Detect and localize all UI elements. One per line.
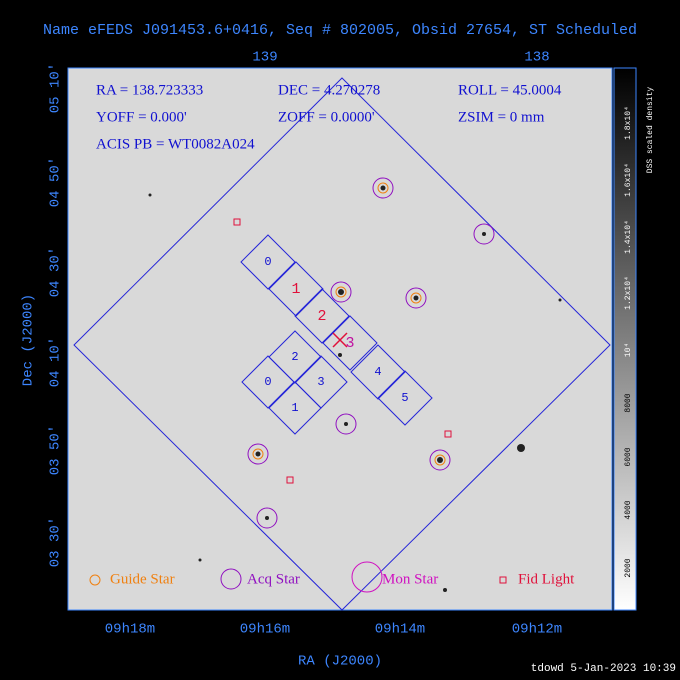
colorbar-tick-label: 1.8x10⁴	[624, 106, 633, 140]
x-tick-label: 09h14m	[375, 622, 425, 638]
acq-star	[247, 443, 269, 465]
legend-marker	[220, 568, 242, 590]
legend-label: Acq Star	[247, 571, 300, 587]
legend-label: Mon Star	[382, 571, 438, 587]
chip-label: 1	[291, 401, 298, 415]
chip-label: 0	[264, 375, 271, 389]
legend-label: Guide Star	[110, 571, 175, 587]
acq-star	[256, 507, 278, 529]
chip-label: 2	[317, 308, 326, 325]
field-of-view	[73, 77, 611, 611]
chip-label: 5	[401, 391, 408, 405]
pointing-info: ROLL = 45.0004	[458, 82, 562, 98]
legend-label: Fid Light	[518, 571, 575, 587]
acis-s-chip	[322, 315, 378, 371]
colorbar-tick-label: 8000	[624, 393, 633, 412]
acq-star	[330, 281, 352, 303]
guide-star	[377, 182, 389, 194]
acis-s-chip	[377, 370, 433, 426]
footer: tdowd 5-Jan-2023 10:39	[531, 663, 676, 675]
chip-label: 1	[291, 281, 300, 298]
acq-star	[405, 287, 427, 309]
fid-light	[444, 430, 452, 438]
guide-star	[252, 448, 264, 460]
y-tick-label: 04 30'	[48, 247, 64, 297]
acis-s-chip	[350, 344, 406, 400]
acis-s-chip	[268, 261, 324, 317]
title: Name eFEDS J091453.6+0416, Seq # 802005,…	[43, 22, 637, 39]
acis-s-chip	[294, 288, 350, 344]
colorbar-tick-label: 1.2x10⁴	[624, 276, 633, 310]
acis-i-chip	[268, 381, 322, 435]
chip-label: 2	[291, 350, 298, 364]
acq-star	[372, 177, 394, 199]
target-marker	[332, 332, 348, 348]
y-tick-label: 03 30'	[48, 517, 64, 567]
acis-i-chip	[241, 355, 295, 409]
acis-i-chip	[268, 330, 322, 384]
y-tick-label: 04 10'	[48, 337, 64, 387]
chip-label: 3	[317, 375, 324, 389]
colorbar-tick-label: 6000	[624, 447, 633, 466]
colorbar-tick-label: 10⁴	[624, 343, 633, 357]
colorbar-tick-label: 1.6x10⁴	[624, 163, 633, 197]
top-tick-label: 139	[252, 50, 277, 66]
y-axis-label: Dec (J2000)	[21, 294, 37, 386]
pointing-info: ZSIM = 0 mm	[458, 109, 545, 125]
pointing-info: DEC = 4.270278	[278, 82, 380, 98]
x-axis-label: RA (J2000)	[298, 654, 382, 670]
pointing-info: ZOFF = 0.0000'	[278, 109, 375, 125]
pointing-info: RA = 138.723333	[96, 82, 203, 98]
y-tick-label: 03 50'	[48, 425, 64, 475]
x-tick-label: 09h16m	[240, 622, 290, 638]
x-tick-label: 09h18m	[105, 622, 155, 638]
colorbar-tick-label: 2000	[624, 558, 633, 577]
chip-label: 4	[374, 365, 381, 379]
guide-star	[434, 454, 446, 466]
colorbar-tick-label: 4000	[624, 500, 633, 519]
fid-light	[233, 218, 241, 226]
acq-star	[335, 413, 357, 435]
acq-star	[473, 223, 495, 245]
top-tick-label: 138	[524, 50, 549, 66]
colorbar-label: DSS scaled density	[646, 87, 655, 174]
fid-light	[286, 476, 294, 484]
guide-star	[410, 292, 422, 304]
acis-s-chip	[240, 234, 296, 290]
legend-marker	[89, 574, 101, 586]
acq-star	[429, 449, 451, 471]
x-tick-label: 09h12m	[512, 622, 562, 638]
colorbar	[613, 67, 637, 611]
stars	[148, 185, 562, 592]
legend-marker	[499, 576, 507, 584]
chip-label: 0	[264, 255, 271, 269]
chip-label: 3	[345, 335, 354, 352]
y-tick-label: 05 10'	[48, 63, 64, 113]
legend-marker	[351, 561, 383, 593]
guide-star	[335, 286, 347, 298]
y-tick-label: 04 50'	[48, 157, 64, 207]
pointing-info: YOFF = 0.000'	[96, 109, 187, 125]
pointing-info: ACIS PB = WT0082A024	[96, 136, 255, 152]
colorbar-tick-label: 1.4x10⁴	[624, 220, 633, 254]
